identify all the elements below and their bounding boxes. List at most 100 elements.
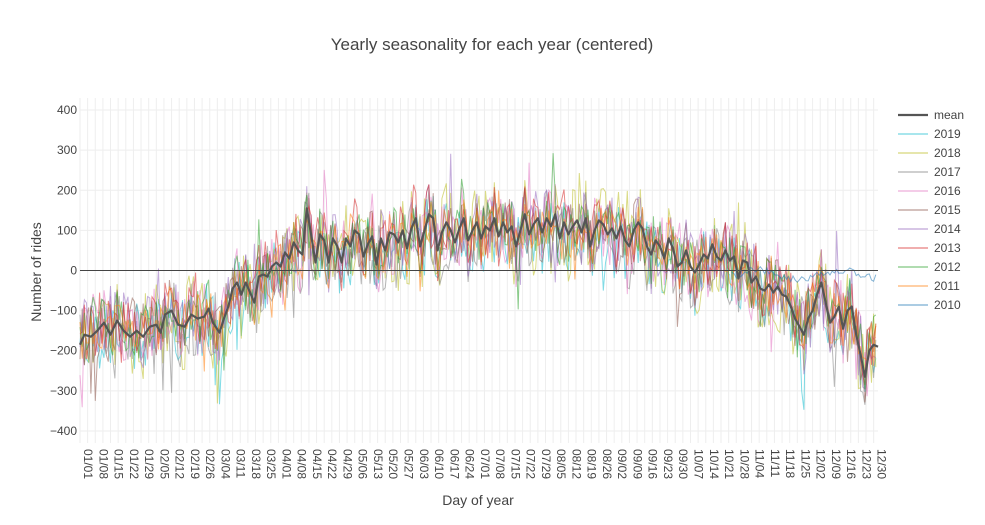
x-tick-label: 02/26 <box>203 449 217 479</box>
x-tick-label: 09/02 <box>615 449 629 479</box>
y-tick-label: 100 <box>57 223 77 237</box>
x-tick-label: 12/23 <box>859 449 873 479</box>
x-tick-label: 08/26 <box>600 449 614 479</box>
x-tick-label: 07/15 <box>508 449 522 479</box>
x-tick-label: 05/27 <box>402 449 416 479</box>
x-tick-label: 04/29 <box>341 449 355 479</box>
x-tick-label: 09/09 <box>630 449 644 479</box>
y-tick-label: −200 <box>50 344 77 358</box>
x-tick-label: 02/19 <box>188 449 202 479</box>
x-tick-label: 12/09 <box>829 449 843 479</box>
x-tick-label: 09/16 <box>646 449 660 479</box>
x-tick-label: 04/15 <box>310 449 324 479</box>
legend-label: 2015 <box>934 203 961 217</box>
legend-item-2018[interactable]: 2018 <box>898 146 961 160</box>
x-tick-label: 12/30 <box>875 449 889 479</box>
x-tick-label: 01/15 <box>112 449 126 479</box>
legend-item-2013[interactable]: 2013 <box>898 241 961 255</box>
x-tick-label: 06/03 <box>417 449 431 479</box>
legend-item-2010[interactable]: 2010 <box>898 298 961 312</box>
series-line-2012[interactable] <box>79 153 877 390</box>
x-tick-label: 10/21 <box>722 449 736 479</box>
legend-label: mean <box>934 108 964 122</box>
x-tick-label: 01/29 <box>142 449 156 479</box>
x-tick-label: 04/08 <box>295 449 309 479</box>
mean-layer <box>78 207 879 378</box>
x-axis-label: Day of year <box>442 492 514 508</box>
x-tick-label: 08/05 <box>554 449 568 479</box>
y-tick-label: −300 <box>50 384 77 398</box>
legend-label: 2017 <box>934 165 961 179</box>
legend-item-2012[interactable]: 2012 <box>898 260 961 274</box>
y-tick-label: 400 <box>57 103 77 117</box>
x-tick-label: 06/10 <box>432 449 446 479</box>
x-tick-label: 01/01 <box>81 449 95 479</box>
y-axis: 400 300 200 100 0 −100 −200 −300 −400 <box>50 103 77 438</box>
x-tick-label: 03/11 <box>234 449 248 478</box>
y-tick-label: 0 <box>70 264 77 278</box>
x-tick-label: 10/14 <box>707 449 721 479</box>
legend-label: 2016 <box>934 184 961 198</box>
legend: mean 2019 2018 2017 2016 2015 2014 2013 2012 2011… <box>898 108 964 312</box>
x-tick-label: 08/19 <box>585 449 599 479</box>
x-tick-label: 11/25 <box>798 449 812 478</box>
y-tick-label: 300 <box>57 143 77 157</box>
x-tick-label: 08/12 <box>569 449 583 479</box>
y-tick-label: 200 <box>57 183 77 197</box>
x-tick-label: 06/17 <box>447 449 461 479</box>
x-tick-label: 05/20 <box>386 449 400 479</box>
y-tick-label: −100 <box>50 304 77 318</box>
legend-label: 2014 <box>934 222 961 236</box>
x-tick-label: 03/18 <box>249 449 263 479</box>
x-tick-label: 06/24 <box>463 449 477 479</box>
legend-item-2016[interactable]: 2016 <box>898 184 961 198</box>
legend-item-2011[interactable]: 2011 <box>898 279 960 293</box>
legend-item-2017[interactable]: 2017 <box>898 165 961 179</box>
x-tick-label: 11/11 <box>768 449 782 478</box>
series-line-2018[interactable] <box>79 172 877 404</box>
x-tick-label: 07/22 <box>524 449 538 479</box>
x-tick-label: 07/29 <box>539 449 553 479</box>
x-tick-label: 10/07 <box>692 449 706 479</box>
x-tick-label: 03/04 <box>218 449 232 479</box>
legend-label: 2012 <box>934 260 961 274</box>
x-tick-label: 07/01 <box>478 449 492 479</box>
x-tick-label: 12/02 <box>814 449 828 479</box>
legend-label: 2013 <box>934 241 961 255</box>
x-tick-label: 10/28 <box>737 449 751 479</box>
x-tick-label: 01/08 <box>96 449 110 479</box>
legend-item-2015[interactable]: 2015 <box>898 203 961 217</box>
legend-label: 2010 <box>934 298 961 312</box>
legend-item-mean[interactable]: mean <box>898 108 964 122</box>
series-line-2011[interactable] <box>79 190 877 372</box>
x-tick-label: 09/23 <box>661 449 675 479</box>
x-tick-label: 05/06 <box>356 449 370 479</box>
x-tick-label: 07/08 <box>493 449 507 479</box>
y-tick-label: −400 <box>50 424 77 438</box>
x-axis: 01/01 01/08 01/15 01/22 01/29 02/05 02/12 02/19… <box>81 449 889 479</box>
x-tick-label: 04/22 <box>325 449 339 479</box>
x-tick-label: 02/05 <box>157 449 171 479</box>
x-tick-label: 01/22 <box>127 449 141 479</box>
x-tick-label: 11/18 <box>783 449 797 478</box>
x-tick-label: 04/01 <box>279 449 293 479</box>
x-tick-label: 03/25 <box>264 449 278 479</box>
x-tick-label: 05/13 <box>371 449 385 479</box>
series-layer <box>79 153 877 410</box>
legend-label: 2019 <box>934 127 961 141</box>
x-tick-label: 09/30 <box>676 449 690 479</box>
legend-item-2019[interactable]: 2019 <box>898 127 961 141</box>
legend-label: 2018 <box>934 146 961 160</box>
x-tick-label: 02/12 <box>173 449 187 479</box>
legend-label: 2011 <box>934 279 960 293</box>
y-axis-label: Number of rides <box>28 222 44 322</box>
legend-item-2014[interactable]: 2014 <box>898 222 961 236</box>
x-tick-label: 12/16 <box>844 449 858 479</box>
series-line-2010[interactable] <box>731 266 877 284</box>
series-line-2013[interactable] <box>79 184 877 386</box>
series-line-mean[interactable] <box>78 207 879 378</box>
chart-title: Yearly seasonality for each year (center… <box>331 35 654 54</box>
x-tick-label: 11/04 <box>753 449 767 478</box>
